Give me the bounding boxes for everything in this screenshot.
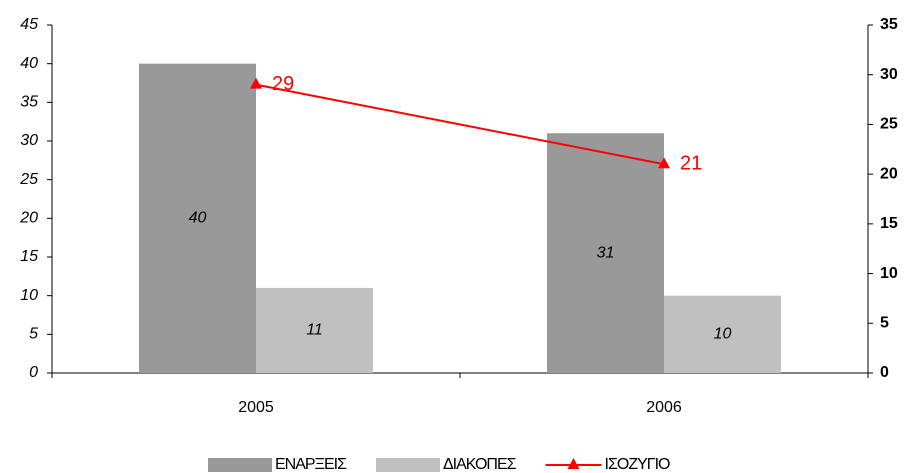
y2-tick-label: 35 <box>880 16 898 33</box>
line-marker <box>250 77 262 89</box>
y-tick-label: 45 <box>20 16 38 33</box>
y2-tick-label: 25 <box>880 116 898 133</box>
legend-marker <box>567 458 580 469</box>
bar <box>256 287 373 373</box>
bar-value-label: 11 <box>306 322 323 339</box>
legend-swatch <box>375 458 440 472</box>
y-tick-label: 25 <box>19 171 38 188</box>
x-tick-label: 2006 <box>646 399 682 416</box>
y2-tick-label: 0 <box>880 364 889 381</box>
y-tick-label: 30 <box>20 132 38 149</box>
line-value-label: 21 <box>680 152 702 174</box>
bar-value-label: 40 <box>189 210 207 227</box>
legend-label: ΔΙΑΚΟΠΕΣ <box>443 456 517 473</box>
legend-label: ΕΝΑΡΞΕΙΣ <box>275 456 347 473</box>
y2-tick-label: 5 <box>880 315 889 332</box>
y2-tick-label: 10 <box>880 265 898 282</box>
y-tick-label: 15 <box>20 248 38 265</box>
bar <box>547 133 664 373</box>
y2-tick-label: 15 <box>880 215 898 232</box>
y-tick-label: 35 <box>20 94 38 111</box>
y2-tick-label: 20 <box>880 165 898 182</box>
line-marker <box>658 157 670 169</box>
y-tick-label: 20 <box>19 210 38 227</box>
y-tick-label: 40 <box>20 55 38 72</box>
bar <box>139 63 256 374</box>
y-tick-label: 0 <box>29 364 38 381</box>
y-tick-label: 5 <box>29 326 38 343</box>
legend-label: ΙΣΟΖΥΓΙΟ <box>605 456 670 473</box>
line-series <box>255 83 665 166</box>
y-tick-label: 10 <box>20 287 38 304</box>
line-value-label: 29 <box>272 73 294 95</box>
y2-tick-label: 30 <box>880 66 898 83</box>
x-tick-label: 2005 <box>238 399 274 416</box>
bar <box>664 295 781 373</box>
legend-swatch <box>208 458 272 472</box>
bar-value-label: 31 <box>597 244 615 261</box>
bar-value-label: 10 <box>714 326 732 343</box>
